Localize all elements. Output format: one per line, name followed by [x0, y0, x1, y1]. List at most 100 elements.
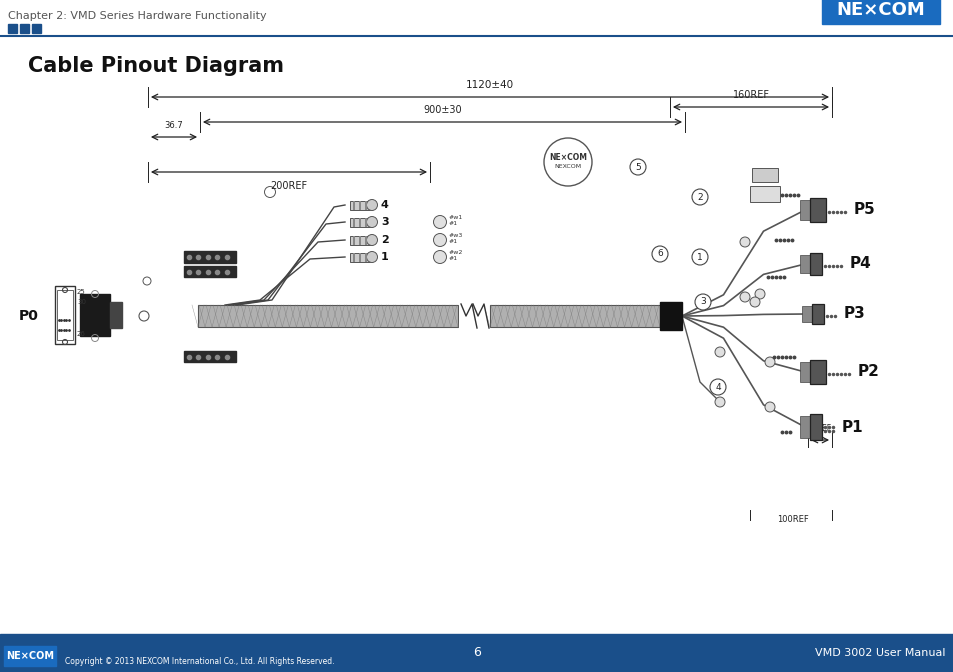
- Bar: [198, 305, 457, 327]
- Bar: [0, 634, 953, 672]
- Circle shape: [629, 159, 645, 175]
- Bar: [350, 235, 370, 245]
- Bar: [365, 253, 367, 261]
- Text: NE×COM: NE×COM: [548, 153, 586, 163]
- Text: 6: 6: [473, 646, 480, 659]
- Circle shape: [651, 246, 667, 262]
- Circle shape: [764, 357, 774, 367]
- Bar: [800, 416, 809, 438]
- Text: 2: 2: [697, 192, 702, 202]
- Bar: [809, 360, 825, 384]
- Circle shape: [691, 189, 707, 205]
- Text: 26: 26: [77, 331, 86, 337]
- Circle shape: [754, 289, 764, 299]
- Bar: [811, 304, 823, 324]
- Bar: [365, 235, 367, 245]
- Bar: [358, 253, 360, 261]
- Bar: [801, 306, 811, 322]
- Bar: [800, 362, 809, 382]
- Bar: [358, 218, 360, 226]
- Circle shape: [433, 233, 446, 247]
- Circle shape: [366, 251, 377, 263]
- Bar: [458, 304, 482, 328]
- Text: VMD 3002 User Manual: VMD 3002 User Manual: [815, 648, 945, 658]
- Bar: [110, 302, 122, 328]
- Text: NE×COM: NE×COM: [6, 651, 54, 661]
- Circle shape: [740, 237, 749, 247]
- Bar: [350, 200, 370, 210]
- Text: Cable Pinout Diagram: Cable Pinout Diagram: [28, 56, 284, 76]
- Bar: [32, 24, 41, 33]
- Text: P2: P2: [857, 364, 879, 380]
- Circle shape: [714, 397, 724, 407]
- Circle shape: [714, 347, 724, 357]
- Circle shape: [709, 379, 725, 395]
- Circle shape: [433, 216, 446, 228]
- Text: Copyright © 2013 NEXCOM International Co., Ltd. All Rights Reserved.: Copyright © 2013 NEXCOM International Co…: [65, 657, 335, 667]
- Bar: [350, 218, 370, 226]
- Bar: [365, 200, 367, 210]
- Bar: [751, 168, 778, 182]
- Bar: [57, 290, 73, 340]
- Bar: [184, 266, 235, 277]
- Text: 1: 1: [697, 253, 702, 261]
- Text: #w2: #w2: [449, 250, 463, 255]
- Circle shape: [366, 216, 377, 228]
- Text: 3: 3: [380, 217, 388, 227]
- Circle shape: [366, 200, 377, 210]
- Text: P1: P1: [841, 419, 862, 435]
- Text: #w3: #w3: [449, 233, 463, 238]
- Text: 36.7: 36.7: [165, 121, 183, 130]
- Bar: [659, 302, 681, 330]
- Bar: [4, 646, 56, 666]
- Bar: [55, 286, 75, 344]
- Circle shape: [433, 251, 446, 263]
- Text: #1: #1: [449, 256, 457, 261]
- Text: 200REF: 200REF: [270, 181, 307, 191]
- Circle shape: [695, 294, 710, 310]
- Text: 4: 4: [715, 382, 720, 392]
- Text: 5: 5: [635, 163, 640, 171]
- Bar: [353, 200, 355, 210]
- Text: 1120±40: 1120±40: [465, 80, 514, 90]
- Text: Chapter 2: VMD Series Hardware Functionality: Chapter 2: VMD Series Hardware Functiona…: [8, 11, 266, 21]
- Bar: [800, 255, 809, 273]
- Circle shape: [764, 402, 774, 412]
- Bar: [353, 253, 355, 261]
- Circle shape: [749, 297, 760, 307]
- Circle shape: [543, 138, 592, 186]
- Bar: [358, 200, 360, 210]
- Text: 4: 4: [380, 200, 389, 210]
- Text: NEXCOM: NEXCOM: [554, 163, 581, 169]
- Text: #1: #1: [449, 221, 457, 226]
- Text: P0: P0: [19, 309, 39, 323]
- Bar: [184, 251, 235, 263]
- Text: P5: P5: [853, 202, 875, 218]
- Bar: [821, 0, 939, 24]
- Text: #w1: #w1: [449, 215, 463, 220]
- Text: 160REF: 160REF: [732, 90, 769, 100]
- Bar: [20, 24, 29, 33]
- Text: 25REF: 25REF: [807, 424, 831, 433]
- Text: NE×COM: NE×COM: [836, 1, 924, 19]
- Bar: [358, 235, 360, 245]
- Text: P3: P3: [843, 306, 864, 321]
- Bar: [365, 218, 367, 226]
- Bar: [80, 294, 110, 336]
- Bar: [353, 235, 355, 245]
- Text: 900±30: 900±30: [423, 105, 461, 115]
- Bar: [184, 351, 235, 362]
- Bar: [8, 24, 17, 33]
- Bar: [350, 253, 370, 261]
- Text: P4: P4: [849, 257, 871, 271]
- Circle shape: [691, 249, 707, 265]
- Text: #1: #1: [449, 239, 457, 244]
- Circle shape: [366, 235, 377, 245]
- Bar: [800, 200, 809, 220]
- Bar: [809, 414, 821, 440]
- Text: 2: 2: [380, 235, 388, 245]
- Bar: [809, 198, 825, 222]
- Bar: [353, 218, 355, 226]
- Bar: [490, 305, 659, 327]
- Text: 3: 3: [700, 298, 705, 306]
